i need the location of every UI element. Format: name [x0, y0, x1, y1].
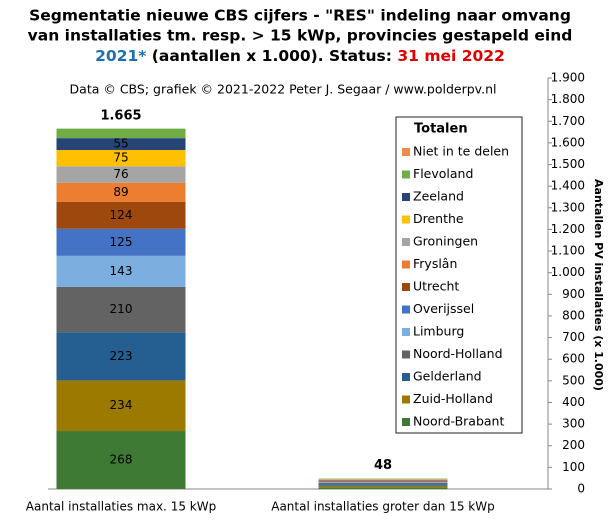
bar-segment [56, 150, 186, 167]
y-tick-label: 700 [562, 330, 585, 344]
legend-label: Flevoland [413, 166, 473, 181]
y-tick-label: 300 [562, 417, 585, 431]
y-tick-label: 1.300 [551, 200, 585, 214]
bar-segment [56, 286, 186, 333]
title-line: van installaties tm. resp. > 15 kWp, pro… [28, 27, 573, 45]
bar-segment [318, 480, 448, 482]
legend-label: Utrecht [413, 279, 459, 294]
bar-segment [318, 485, 448, 488]
x-tick-label: Aantal installaties groter dan 15 kWp [271, 500, 495, 514]
legend-swatch [402, 328, 410, 336]
bar-segment [56, 182, 186, 202]
title-line: 2021* (aantallen x 1.000). Status: 31 me… [95, 47, 505, 65]
bar-segment [56, 128, 186, 139]
legend-label: Groningen [413, 234, 478, 249]
subtitle: Data © CBS; grafiek © 2021-2022 Peter J.… [70, 82, 497, 97]
y-tick-label: 1.700 [551, 114, 585, 128]
bar-segment [56, 138, 186, 151]
segment-label: 55 [113, 137, 128, 151]
legend-label: Gelderland [413, 369, 482, 384]
bar-segment [56, 380, 186, 432]
legend-box [395, 116, 523, 434]
y-tick-label: 800 [562, 308, 585, 322]
legend-label: Zuid-Holland [413, 391, 493, 406]
y-tick-label: 900 [562, 287, 585, 301]
segment-label: 89 [113, 185, 128, 199]
legend-swatch [402, 283, 410, 291]
segment-label: 76 [113, 167, 128, 181]
x-tick-label: Aantal installaties max. 15 kWp [26, 500, 216, 514]
legend-label: Limburg [413, 324, 464, 339]
legend-swatch [402, 238, 410, 246]
legend-label: Niet in te delen [413, 144, 509, 159]
bar-segment [318, 484, 448, 486]
bar-segment [318, 481, 448, 483]
legend-swatch [402, 395, 410, 404]
legend-title: Totalen [414, 122, 468, 137]
segment-label: 125 [110, 235, 133, 249]
y-tick-label: 1.600 [551, 135, 585, 149]
y-tick-label: 0 [577, 482, 585, 496]
y-tick-label: 500 [562, 373, 585, 387]
legend-label: Zeeland [413, 189, 464, 204]
legend: Totalen Noord-Brabant Zuid-Holland Gelderla… [395, 116, 523, 434]
bar-segment [56, 255, 186, 287]
y-tick-label: 1.400 [551, 179, 585, 193]
bar-segment [56, 228, 186, 256]
y-axis-label: Aantallen PV installaties (x 1.000) [592, 179, 605, 391]
title-year: 2021* [95, 47, 146, 65]
legend-swatch [402, 418, 410, 426]
title-date: 31 mei 2022 [397, 47, 504, 65]
legend-label: Fryslân [413, 256, 457, 271]
total-label: 48 [374, 458, 392, 473]
bar-segment [56, 431, 186, 489]
legend-swatch [402, 350, 410, 359]
legend-label: Noord-Brabant [413, 414, 504, 429]
segment-label: 124 [110, 208, 133, 222]
segment-label: 234 [110, 398, 133, 412]
legend-label: Overijssel [413, 301, 474, 316]
legend-swatch [402, 170, 410, 179]
bar-segment [56, 332, 186, 381]
y-tick-label: 600 [562, 352, 585, 366]
y-tick-label: 100 [562, 460, 585, 474]
legend-swatch [402, 305, 410, 314]
legend-label: Drenthe [413, 211, 464, 226]
segment-label: 268 [110, 453, 133, 467]
bar-segment [318, 487, 448, 489]
segment-label: 143 [110, 264, 133, 278]
y-tick-label: 1.200 [551, 222, 585, 236]
segment-label: 210 [110, 302, 133, 316]
bar-segment [318, 479, 448, 481]
legend-swatch [402, 148, 410, 156]
bar-segment [56, 201, 186, 229]
y-tick-label: 200 [562, 438, 585, 452]
legend-swatch [402, 260, 410, 269]
y-tick-label: 1.100 [551, 244, 585, 258]
total-label: 1.665 [100, 108, 141, 123]
segment-label: 75 [113, 151, 128, 165]
y-tick-label: 1.000 [551, 265, 585, 279]
bar-segment [318, 482, 448, 483]
bar-segment [318, 482, 448, 485]
legend-swatch [402, 215, 410, 224]
title-line: Segmentatie nieuwe CBS cijfers - "RES" i… [29, 7, 571, 25]
legend-swatch [402, 193, 410, 201]
y-tick-label: 1.500 [551, 157, 585, 171]
legend-swatch [402, 373, 410, 381]
y-tick-label: 400 [562, 395, 585, 409]
bar-segment [56, 166, 186, 183]
y-tick-label: 1.900 [551, 71, 585, 85]
legend-label: Noord-Holland [413, 346, 503, 361]
y-tick-label: 1.800 [551, 92, 585, 106]
title-middle: (aantallen x 1.000). Status: [146, 47, 397, 65]
segment-label: 223 [110, 349, 133, 363]
